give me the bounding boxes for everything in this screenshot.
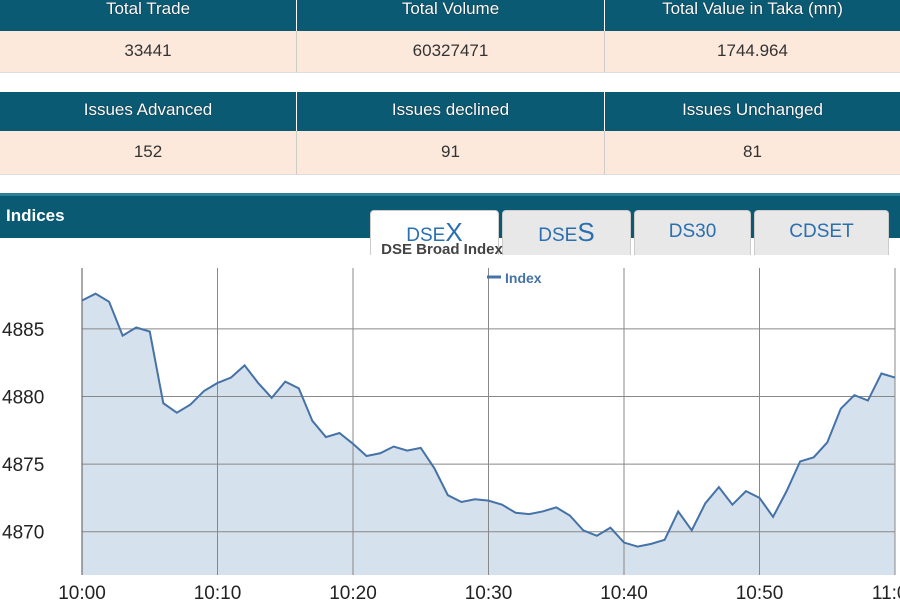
x-tick-label: 11:00 <box>872 583 900 600</box>
summary-table: Total Trade Total Volume Total Value in … <box>0 0 900 73</box>
issues-table: Issues Advanced Issues declined Issues U… <box>0 92 900 175</box>
value-cell: 60327471 <box>297 31 605 73</box>
header-cell: Issues Unchanged <box>605 92 900 131</box>
value-cell: 33441 <box>0 31 297 73</box>
panel-title: Indices <box>6 206 65 225</box>
value-cell: 152 <box>0 131 297 175</box>
area <box>82 293 895 575</box>
header-cell: Issues Advanced <box>0 92 297 131</box>
value-cell: 1744.964 <box>605 31 900 73</box>
tab[interactable]: DSES <box>502 210 631 255</box>
x-tick-label: 10:40 <box>600 583 648 600</box>
line <box>81 292 896 548</box>
x-tick-label: 10:00 <box>58 583 106 600</box>
header-cell: Total Trade <box>0 0 297 31</box>
tab[interactable]: DSEX <box>370 210 499 255</box>
x-tick-label: 10:10 <box>194 583 242 600</box>
tab[interactable]: CDSET <box>754 210 889 255</box>
tab-label: CDSET <box>789 221 854 242</box>
tab-label: DSE <box>538 225 578 246</box>
legend-label: Index <box>505 270 542 286</box>
x-tick-label: 10:20 <box>329 583 377 600</box>
y-tick-label: 4870 <box>2 523 44 544</box>
header-cell: Total Volume <box>297 0 605 31</box>
tab-label: DSE <box>406 225 446 246</box>
x-tick-label: 10:30 <box>465 583 513 600</box>
value-cell: 81 <box>605 131 900 175</box>
header-cell: Total Value in Taka (mn) <box>605 0 900 31</box>
y-tick-label: 4875 <box>2 455 44 476</box>
tab-label: S <box>577 217 595 247</box>
x-tick-label: 10:50 <box>736 583 784 600</box>
tab[interactable]: DS30 <box>634 210 751 255</box>
tab-label: DS30 <box>668 221 717 242</box>
y-tick-label: 4880 <box>2 387 44 408</box>
value-cell: 91 <box>297 131 605 175</box>
tab-label: X <box>445 217 463 247</box>
header-cell: Issues declined <box>297 92 605 131</box>
y-tick-label: 4885 <box>2 320 44 341</box>
